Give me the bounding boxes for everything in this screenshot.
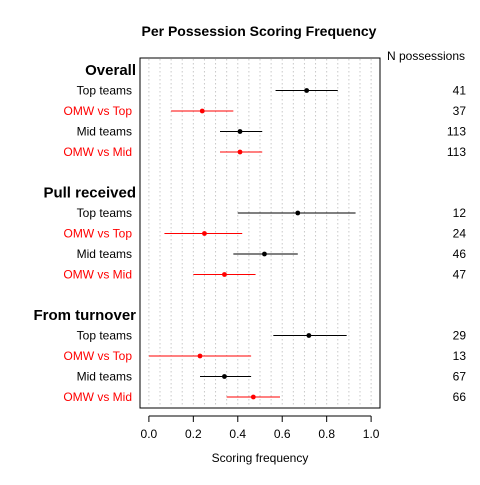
x-tick-label: 0.0 <box>141 427 158 441</box>
point-estimate <box>199 108 205 114</box>
possession-count: 13 <box>453 349 467 363</box>
row-label: OMW vs Mid <box>63 145 132 159</box>
row-label: OMW vs Mid <box>63 390 132 404</box>
x-tick-label: 0.4 <box>229 427 246 441</box>
point-estimate <box>237 149 243 155</box>
row-label: Mid teams <box>77 370 132 384</box>
possession-count: 113 <box>447 125 466 139</box>
row-label: OMW vs Top <box>64 349 133 363</box>
group-label: Overall <box>85 62 136 79</box>
x-axis-label: Scoring frequency <box>212 451 309 465</box>
possession-count: 29 <box>453 329 467 343</box>
point-estimate <box>237 129 243 134</box>
possession-count: 46 <box>453 247 467 261</box>
possession-count: 12 <box>453 206 467 220</box>
point-estimate <box>222 272 227 277</box>
plot-frame <box>139 57 381 409</box>
possession-count: 37 <box>453 104 467 118</box>
row-label: Mid teams <box>77 247 132 261</box>
row-label: OMW vs Top <box>64 104 133 118</box>
point-estimate <box>295 210 301 216</box>
point-estimate <box>304 88 310 93</box>
row-label: Top teams <box>77 84 132 98</box>
possession-count: 66 <box>453 390 467 404</box>
x-tick-label: 0.8 <box>318 427 335 441</box>
data-marks <box>148 88 356 400</box>
x-tick-label: 0.2 <box>185 427 202 441</box>
group-label: From turnover <box>33 307 136 324</box>
chart-title: Per Possession Scoring Frequency <box>142 23 377 39</box>
point-estimate <box>306 333 312 338</box>
row-label: Top teams <box>77 206 132 220</box>
row-label: OMW vs Mid <box>63 268 132 282</box>
point-estimate <box>197 353 203 359</box>
point-estimate <box>222 374 227 379</box>
point-estimate <box>202 231 207 236</box>
row-labels: Overall Top teams OMW vs Top Mid teams OMW v… <box>33 62 136 404</box>
count-labels: 41 37 113 113 12 24 46 47 29 13 67 66 <box>447 84 466 405</box>
x-tick-label: 0.6 <box>274 427 291 441</box>
point-estimate <box>262 251 267 257</box>
point-estimate <box>250 394 256 400</box>
possession-count: 24 <box>453 227 467 241</box>
possession-count: 67 <box>453 370 467 384</box>
row-label: Top teams <box>77 329 132 343</box>
group-label: Pull received <box>43 185 136 202</box>
row-label: OMW vs Top <box>64 227 133 241</box>
possession-count: 113 <box>447 145 466 159</box>
count-column-header: N possessions <box>387 49 465 63</box>
possession-count: 47 <box>453 268 467 282</box>
possession-count: 41 <box>453 84 467 98</box>
row-label: Mid teams <box>77 125 132 139</box>
x-tick-label: 1.0 <box>363 427 380 441</box>
x-axis: 0.0 0.2 0.4 0.6 0.8 1.0 <box>141 415 380 441</box>
